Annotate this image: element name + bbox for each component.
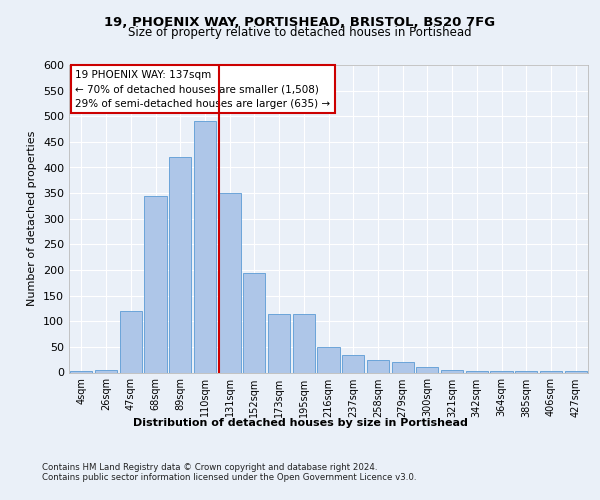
Text: 19 PHOENIX WAY: 137sqm
← 70% of detached houses are smaller (1,508)
29% of semi-: 19 PHOENIX WAY: 137sqm ← 70% of detached… [75, 70, 331, 109]
Bar [145, 196, 167, 372]
Text: Size of property relative to detached houses in Portishead: Size of property relative to detached ho… [128, 26, 472, 39]
Bar [218, 193, 241, 372]
Text: Distribution of detached houses by size in Portishead: Distribution of detached houses by size … [133, 418, 467, 428]
Bar [268, 314, 290, 372]
Y-axis label: Number of detached properties: Number of detached properties [28, 131, 37, 306]
Bar [416, 368, 439, 372]
Bar [293, 314, 315, 372]
Bar [95, 370, 117, 372]
Bar [342, 354, 364, 372]
Bar [441, 370, 463, 372]
Bar [119, 311, 142, 372]
Bar [392, 362, 414, 372]
Text: Contains HM Land Registry data © Crown copyright and database right 2024.: Contains HM Land Registry data © Crown c… [42, 462, 377, 471]
Bar [243, 272, 265, 372]
Bar [317, 347, 340, 372]
Text: 19, PHOENIX WAY, PORTISHEAD, BRISTOL, BS20 7FG: 19, PHOENIX WAY, PORTISHEAD, BRISTOL, BS… [104, 16, 496, 29]
Bar [367, 360, 389, 372]
Bar [194, 122, 216, 372]
Text: Contains public sector information licensed under the Open Government Licence v3: Contains public sector information licen… [42, 472, 416, 482]
Bar [169, 157, 191, 372]
